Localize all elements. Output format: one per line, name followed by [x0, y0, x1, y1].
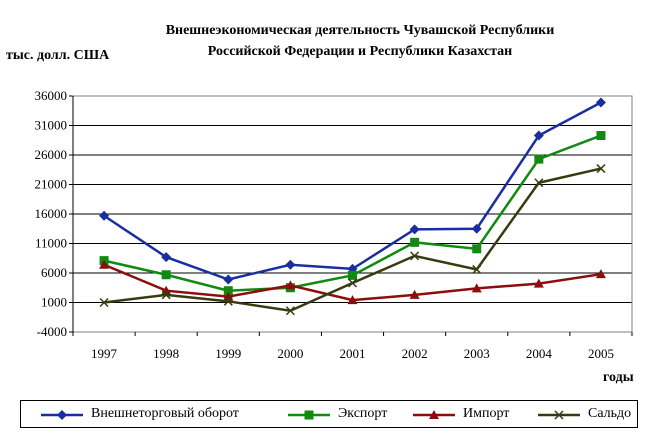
data-point-3: [99, 297, 109, 308]
data-point-0: [223, 274, 234, 285]
legend-swatch-import: [413, 410, 455, 419]
x-axis-label: годы: [603, 370, 634, 385]
x-tick-label: 2002: [402, 346, 428, 361]
data-point-1: [348, 270, 357, 280]
data-point-0: [533, 130, 544, 141]
y-tick-label: 31000: [35, 118, 68, 133]
x-tick-label: 1998: [153, 346, 179, 361]
data-point-1: [161, 270, 171, 280]
data-point-3: [596, 164, 606, 174]
y-tick-label: 16000: [35, 206, 68, 221]
legend-marker: [57, 410, 67, 420]
chart-legend: Внешнеторговый оборот Экспорт Импорт Сал…: [20, 400, 638, 428]
legend-swatch-export: [288, 410, 330, 420]
data-point-1: [410, 237, 420, 247]
data-point-2: [347, 295, 358, 305]
legend-label-balance: Сальдо: [588, 406, 632, 421]
x-tick-label: 2001: [340, 346, 366, 361]
legend-marker: [304, 410, 314, 420]
y-tick-label: 26000: [35, 147, 68, 162]
data-point-1: [223, 286, 233, 296]
legend-swatch-turnover: [41, 410, 83, 420]
chart-title-line-1: Внешнеэкономическая деятельность Чувашск…: [165, 23, 555, 38]
data-point-2: [409, 289, 420, 299]
data-point-0: [99, 210, 110, 221]
x-tick-label: 2000: [277, 346, 303, 361]
y-tick-label: 21000: [35, 177, 68, 192]
data-point-3: [347, 278, 358, 288]
data-point-2: [99, 259, 110, 269]
data-point-1: [534, 154, 544, 164]
x-tick-label: 2004: [526, 346, 553, 361]
data-point-3: [534, 178, 544, 188]
y-tick-label: 36000: [35, 88, 68, 103]
data-point-3: [410, 251, 420, 261]
y-tick-label: 1000: [41, 295, 67, 310]
data-point-3: [472, 264, 482, 274]
data-point-0: [471, 223, 482, 234]
legend-label-import: Импорт: [463, 406, 510, 421]
legend-label-turnover: Внешнеторговый оборот: [91, 406, 239, 421]
series-line-0: [103, 101, 602, 281]
data-point-0: [595, 97, 606, 108]
data-point-3: [223, 296, 233, 306]
data-point-2: [471, 283, 482, 293]
x-tick-label: 2003: [464, 346, 490, 361]
data-point-2: [285, 280, 296, 290]
data-point-0: [409, 224, 420, 235]
legend-label-export: Экспорт: [338, 406, 388, 421]
y-tick-label: -4000: [37, 324, 67, 339]
data-point-1: [472, 244, 482, 254]
x-tick-label: 1999: [215, 346, 241, 361]
series-line-3: [103, 167, 602, 313]
legend-swatch-balance: [538, 410, 580, 420]
y-tick-label: 11000: [35, 236, 67, 251]
data-point-3: [285, 306, 295, 316]
y-axis-label: тыс. долл. США: [6, 48, 110, 63]
data-point-0: [161, 252, 172, 263]
y-tick-label: 6000: [41, 265, 67, 280]
data-point-3: [161, 290, 171, 300]
legend-marker: [554, 410, 564, 420]
data-point-2: [595, 269, 606, 279]
data-point-2: [533, 278, 544, 288]
x-tick-label: 1997: [91, 346, 118, 361]
data-point-1: [596, 131, 606, 141]
x-tick-label: 2005: [588, 346, 614, 361]
legend-marker: [429, 410, 439, 419]
data-point-0: [285, 259, 296, 270]
chart-title-line-2: Российской Федерации и Республики Казахс…: [207, 44, 513, 59]
